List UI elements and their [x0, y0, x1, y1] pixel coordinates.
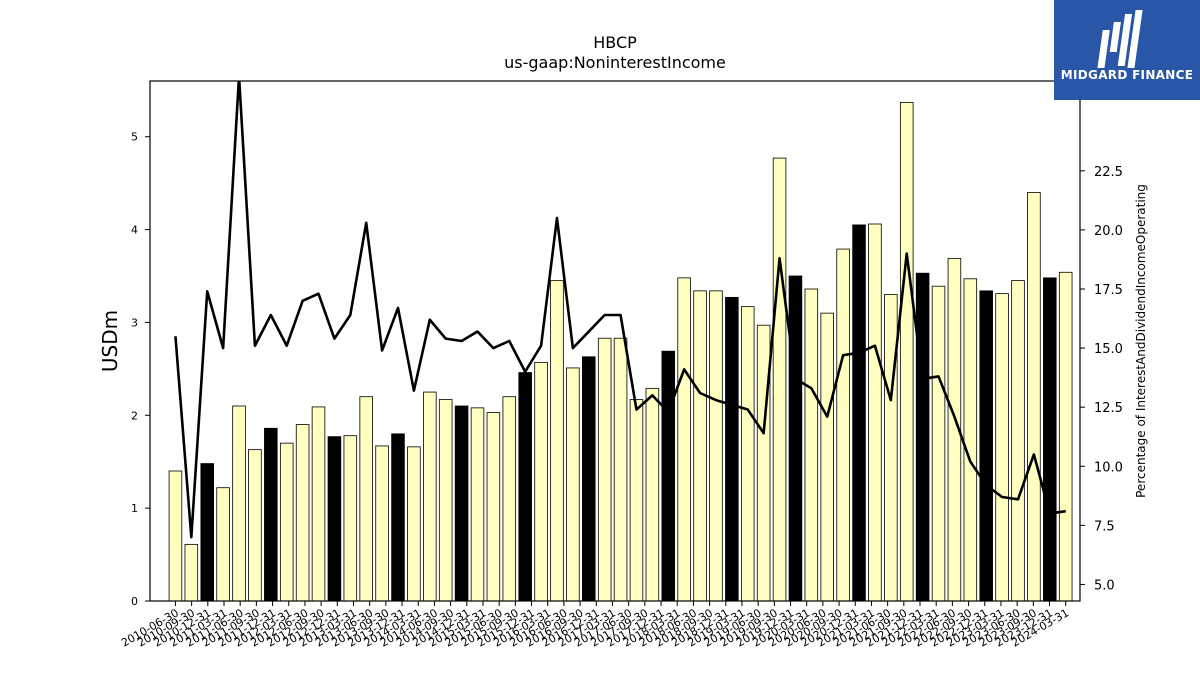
bar: [279, 442, 294, 602]
bar: [375, 445, 389, 602]
bar: [423, 391, 437, 602]
bar: [359, 396, 373, 602]
bar: [438, 399, 453, 602]
y-tick-label: 2: [131, 409, 138, 422]
bar: [899, 101, 914, 602]
bar: [629, 399, 644, 602]
bar: [995, 293, 1009, 602]
y-tick-label: 3: [131, 316, 138, 329]
bar: [677, 277, 691, 602]
bar: [200, 463, 214, 602]
chart-subtitle: us-gaap:NoninterestIncome: [504, 53, 726, 72]
bar: [868, 223, 882, 602]
bar: [534, 361, 548, 602]
y-right-tick-label: 10.0: [1094, 460, 1123, 475]
axes-layer: 0123455.07.510.012.515.017.520.022.52010…: [119, 80, 1123, 650]
bar: [566, 367, 580, 602]
bar: [804, 288, 819, 602]
y-tick-label: 5: [131, 131, 138, 144]
y-right-tick-label: 15.0: [1094, 342, 1123, 357]
bar: [661, 350, 676, 602]
bar: [502, 396, 517, 602]
bar: [836, 248, 850, 602]
bar: [613, 337, 628, 602]
y-tick-label: 0: [131, 595, 138, 608]
bar: [470, 407, 485, 602]
bar: [963, 278, 978, 602]
bar: [248, 449, 262, 602]
bar: [343, 435, 358, 602]
bar: [884, 294, 898, 602]
bar: [582, 356, 596, 602]
bar: [693, 290, 707, 602]
bar: [1058, 271, 1073, 602]
bar: [311, 406, 326, 602]
bar: [454, 405, 469, 602]
bar: [216, 487, 230, 602]
bar: [295, 424, 310, 602]
y-right-tick-label: 5.0: [1094, 578, 1115, 593]
bar: [232, 405, 246, 602]
bar: [645, 387, 660, 602]
bar: [1027, 192, 1041, 602]
bar: [1043, 277, 1057, 602]
bar: [740, 306, 755, 602]
bar: [550, 280, 564, 602]
bar: [709, 290, 723, 602]
logo-text: MIDGARD FINANCE: [1060, 68, 1194, 82]
bar: [756, 324, 771, 602]
y-tick-label: 1: [131, 502, 138, 515]
bar: [407, 446, 421, 602]
y-right-tick-label: 17.5: [1094, 283, 1123, 298]
bar: [725, 296, 739, 602]
bar: [979, 290, 993, 602]
bar: [168, 470, 183, 602]
bar: [391, 433, 405, 602]
y-right-tick-label: 22.5: [1094, 165, 1123, 180]
bar: [852, 224, 866, 602]
plot-frame: [149, 80, 1081, 602]
percentage-line: [174, 81, 1066, 539]
bar: [772, 157, 787, 602]
logo-mark-icon: [1097, 10, 1143, 68]
y-right-tick-label: 7.5: [1094, 519, 1115, 534]
chart-title: HBCP: [593, 33, 637, 52]
y-tick-label: 4: [131, 224, 138, 237]
bar: [788, 275, 803, 602]
bar: [931, 285, 946, 602]
bar: [597, 337, 612, 602]
y-right-tick-label: 12.5: [1094, 401, 1123, 416]
bar: [1011, 280, 1025, 602]
y-axis-right-label: Percentage of InterestAndDividendIncomeO…: [1134, 184, 1148, 498]
y-right-tick-label: 20.0: [1094, 224, 1123, 239]
y-axis-label: USDm: [98, 310, 122, 372]
line-layer: [174, 81, 1066, 539]
bar: [327, 436, 342, 602]
bars-layer: [168, 101, 1073, 602]
bar: [518, 372, 532, 602]
bar: [820, 312, 834, 602]
bar: [915, 272, 930, 602]
midgard-finance-logo: MIDGARD FINANCE: [1054, 0, 1200, 100]
bar: [264, 427, 278, 602]
bar: [486, 412, 501, 602]
bar: [184, 543, 199, 602]
